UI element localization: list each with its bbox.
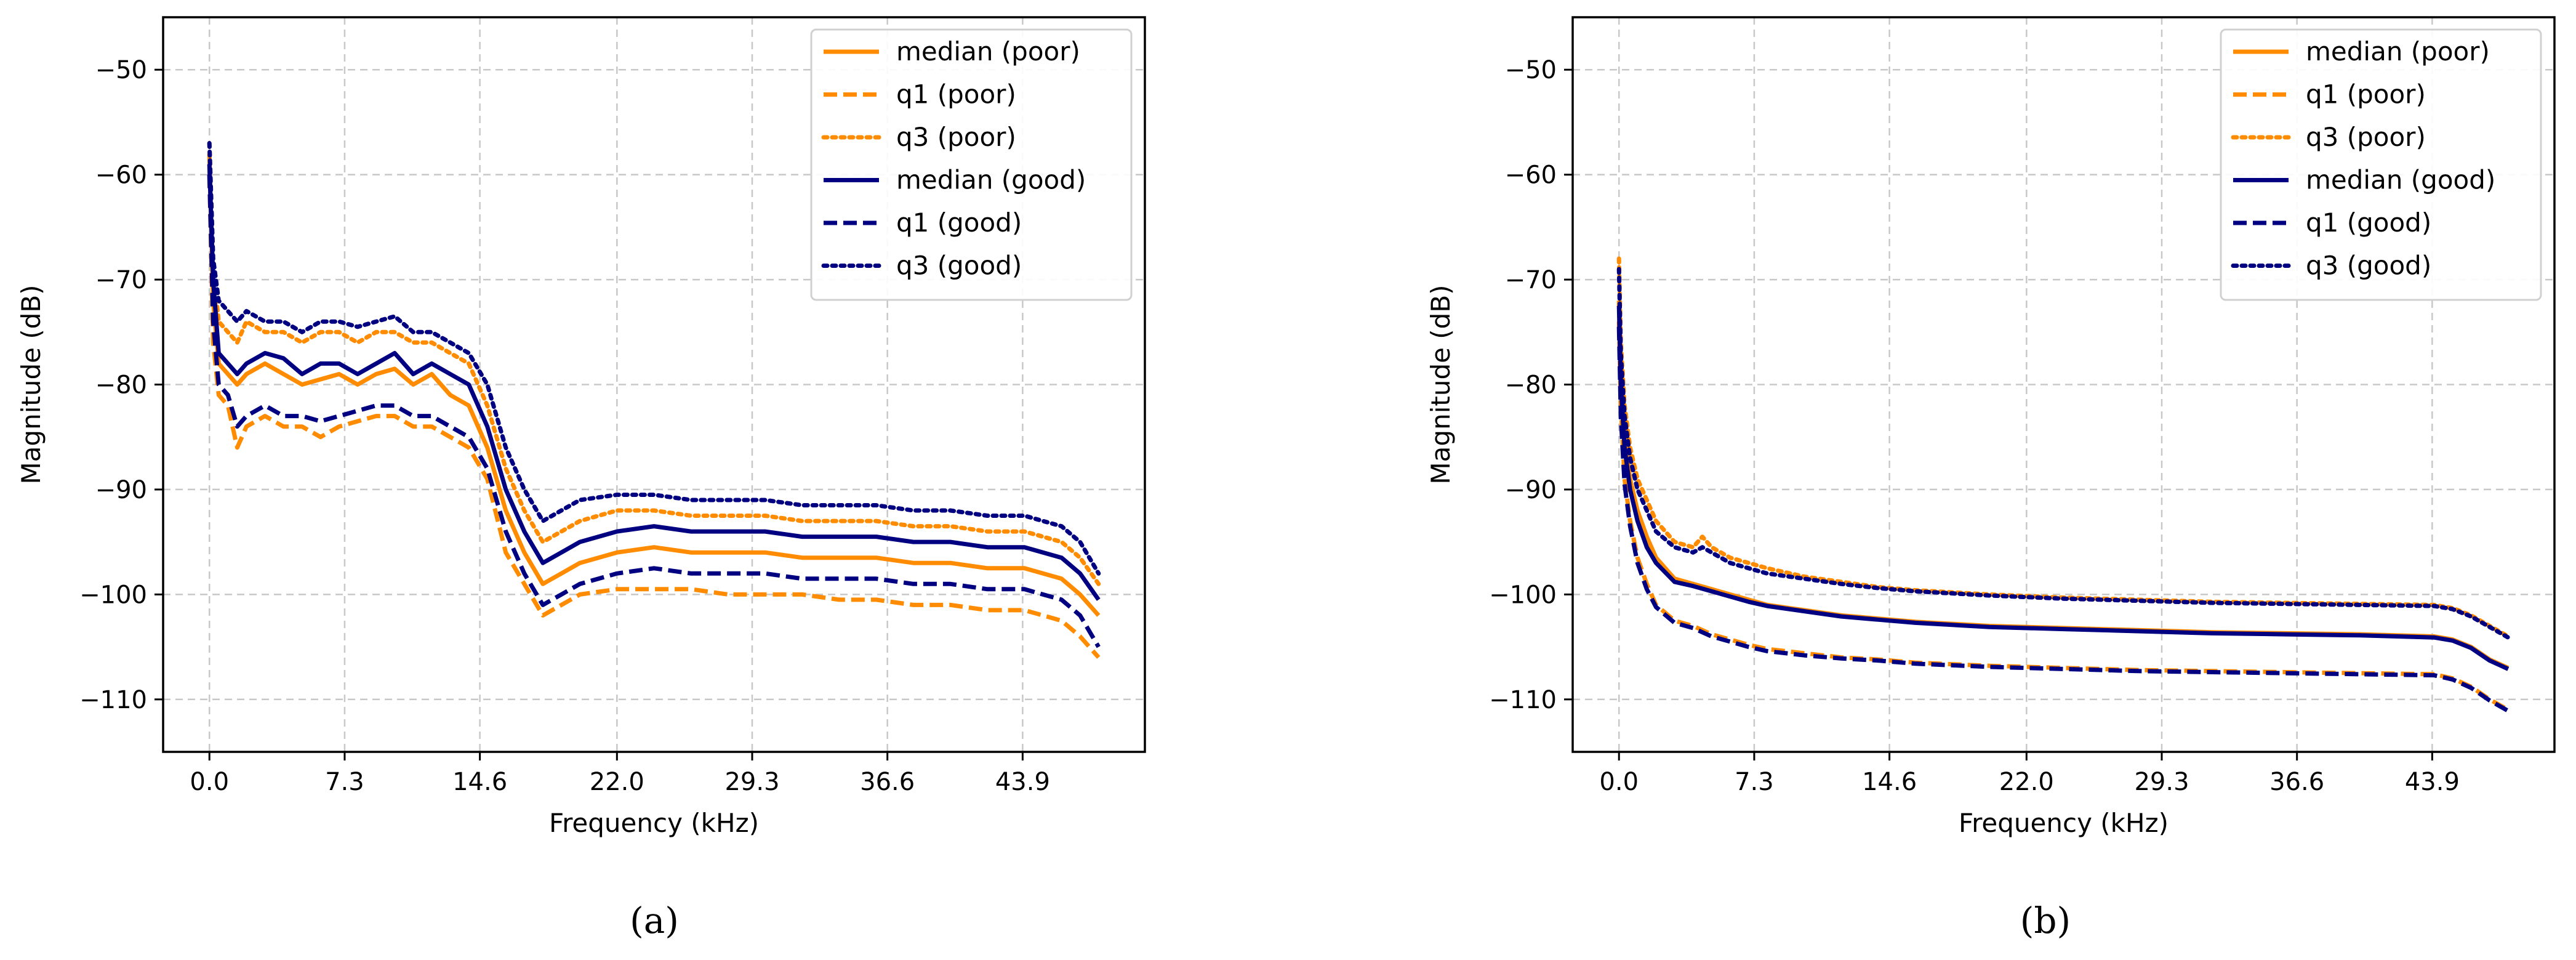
series-line-q1-poor: [207, 174, 1101, 659]
x-tick-label: 29.3: [724, 768, 779, 796]
series-line-q3-poor: [207, 141, 1101, 586]
y-axis-label: Magnitude (dB): [16, 284, 46, 484]
legend-label: median (good): [896, 165, 1086, 195]
y-tick-label: −60: [1505, 161, 1557, 190]
series-line-median-poor: [1616, 301, 2510, 670]
x-axis-label: Frequency (kHz): [549, 808, 759, 838]
x-tick-label: 7.3: [1735, 768, 1774, 796]
x-tick-label: 0.0: [1599, 768, 1639, 796]
y-tick-label: −110: [79, 686, 147, 714]
y-tick-label: −110: [1489, 686, 1557, 714]
x-tick-label: 29.3: [2134, 768, 2189, 796]
panel-a-caption: (a): [630, 900, 679, 942]
legend-label: median (poor): [2306, 36, 2490, 67]
x-tick-label: 14.6: [1862, 768, 1917, 796]
series-line-q3-good: [207, 141, 1101, 576]
legend-label: q1 (good): [2306, 208, 2431, 238]
series-line-median-good: [1616, 305, 2510, 671]
legend-box: [2220, 28, 2542, 301]
x-tick-label: 36.6: [2269, 768, 2324, 796]
panel-b-chart: 0.0 7.3 14.6 22.0 29.3 36.6 43.9 −50 −60 −70 −80 −9…: [1426, 16, 2556, 838]
y-tick-label: −70: [1505, 266, 1557, 294]
legend-label: q3 (poor): [896, 122, 1016, 152]
y-tick-label: −60: [95, 161, 147, 190]
x-tick-label: 7.3: [325, 768, 364, 796]
legend-label: q3 (poor): [2306, 122, 2426, 152]
y-tick-label: −90: [1505, 476, 1557, 504]
series-line-q1-good: [1616, 326, 2510, 713]
series-line-q1-poor: [1616, 321, 2510, 712]
legend-label: q1 (poor): [896, 79, 1016, 110]
y-tick-label: −80: [1505, 371, 1557, 400]
panel-b-caption: (b): [2020, 900, 2071, 942]
y-tick-label: −50: [1505, 56, 1557, 84]
x-tick-label: 22.0: [1999, 768, 2054, 796]
x-tick-label: 14.6: [452, 768, 507, 796]
x-tick-label: 43.9: [995, 768, 1050, 796]
y-tick-label: −50: [95, 56, 147, 84]
series-group: [207, 141, 1101, 659]
legend-label: q1 (poor): [2306, 79, 2426, 110]
legend-label: q1 (good): [896, 208, 1022, 238]
legend-label: median (good): [2306, 165, 2495, 195]
y-tick-label: −100: [79, 581, 147, 609]
y-axis-label: Magnitude (dB): [1426, 284, 1456, 484]
series-line-median-poor: [207, 153, 1101, 617]
series-group: [1616, 256, 2511, 713]
y-tick-label: −70: [95, 266, 147, 294]
series-line-median-good: [207, 164, 1101, 601]
x-tick-label: 0.0: [190, 768, 229, 796]
legend-label: median (poor): [896, 36, 1080, 67]
legend-label: q3 (good): [2306, 251, 2431, 281]
x-tick-label: 43.9: [2405, 768, 2460, 796]
legend-box: [810, 28, 1133, 301]
legend-label: q3 (good): [896, 251, 1022, 281]
x-tick-label: 22.0: [590, 768, 644, 796]
y-tick-label: −80: [95, 371, 147, 400]
y-tick-label: −100: [1489, 581, 1557, 609]
series-line-q3-poor: [1616, 256, 2511, 639]
x-tick-label: 36.6: [860, 768, 915, 796]
series-line-q3-good: [1616, 267, 2511, 640]
y-tick-label: −90: [95, 476, 147, 504]
panel-a-chart: 0.0 7.3 14.6 22.0 29.3 36.6 43.9 −50 −60 −70 −80 −9…: [16, 16, 1146, 838]
x-axis-label: Frequency (kHz): [1959, 808, 2169, 838]
series-line-q1-good: [207, 174, 1101, 648]
